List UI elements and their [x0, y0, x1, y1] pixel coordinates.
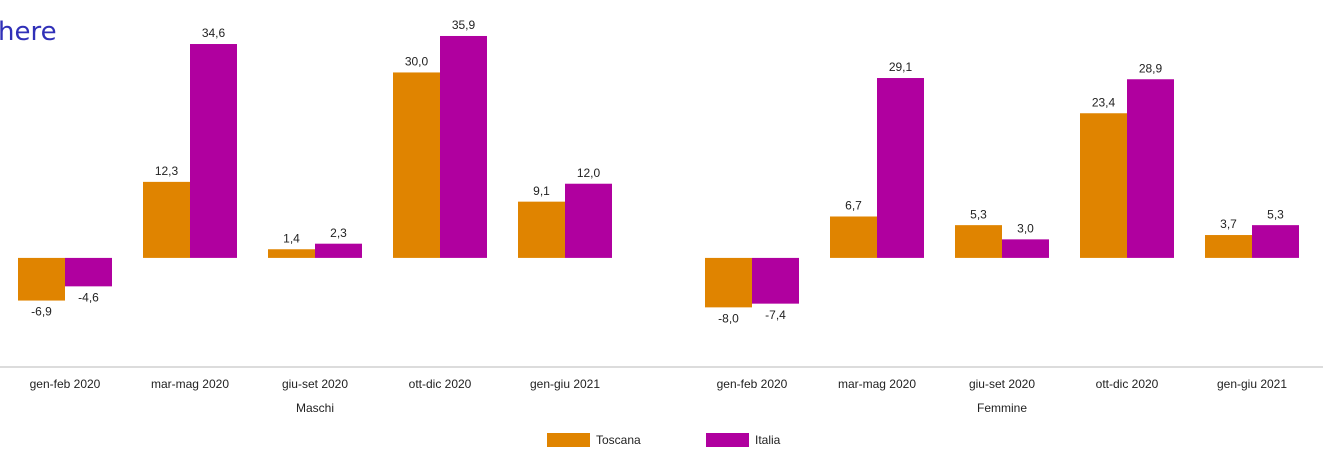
x-tick-label: gen-feb 2020: [30, 377, 101, 391]
legend-swatch: [706, 433, 749, 447]
bar: [440, 35, 487, 258]
x-tick-label: gen-giu 2021: [530, 377, 600, 391]
value-label: 2,3: [330, 226, 347, 240]
value-label: 5,3: [1267, 207, 1284, 221]
bar: [705, 257, 752, 308]
bar: [65, 257, 112, 287]
value-label: 3,7: [1220, 217, 1237, 231]
bar: [1252, 225, 1299, 258]
bar: [1205, 235, 1252, 258]
value-label: 28,9: [1139, 61, 1163, 75]
bar: [18, 257, 65, 301]
bar: [190, 44, 237, 258]
value-label: -7,4: [765, 308, 786, 322]
bar: [565, 183, 612, 258]
bar: [143, 181, 190, 258]
x-group-label: Maschi: [296, 401, 334, 415]
value-label: 29,1: [889, 60, 913, 74]
bar: [518, 201, 565, 258]
bar: [393, 72, 440, 258]
bar: [1002, 239, 1049, 258]
page-text: here: [0, 17, 57, 47]
value-label: 35,9: [452, 18, 476, 32]
value-label: 12,3: [155, 164, 179, 178]
bar: [268, 249, 315, 258]
legend-label: Toscana: [596, 433, 641, 447]
x-tick-label: giu-set 2020: [969, 377, 1035, 391]
x-tick-label: giu-set 2020: [282, 377, 348, 391]
legend-swatch: [547, 433, 590, 447]
x-tick-label: mar-mag 2020: [151, 377, 229, 391]
bar: [955, 225, 1002, 258]
x-tick-label: ott-dic 2020: [409, 377, 472, 391]
bar: [1080, 113, 1127, 258]
value-label: 34,6: [202, 26, 226, 40]
x-tick-label: gen-feb 2020: [717, 377, 788, 391]
x-tick-label: mar-mag 2020: [838, 377, 916, 391]
value-label: 1,4: [283, 231, 300, 245]
x-tick-label: ott-dic 2020: [1096, 377, 1159, 391]
value-label: 9,1: [533, 184, 550, 198]
bar: [752, 257, 799, 304]
value-label: 12,0: [577, 166, 601, 180]
value-label: 6,7: [845, 199, 862, 213]
bar: [315, 243, 362, 258]
value-label: -8,0: [718, 312, 739, 326]
bar: [1127, 79, 1174, 258]
bar: [830, 216, 877, 258]
legend-label: Italia: [755, 433, 781, 447]
value-label: 23,4: [1092, 95, 1116, 109]
value-label: 3,0: [1017, 222, 1034, 236]
value-label: 5,3: [970, 207, 987, 221]
x-tick-label: gen-giu 2021: [1217, 377, 1287, 391]
x-group-label: Femmine: [977, 401, 1027, 415]
value-label: -6,9: [31, 305, 52, 319]
bar: [877, 78, 924, 258]
value-label: -4,6: [78, 291, 99, 305]
value-label: 30,0: [405, 55, 429, 69]
